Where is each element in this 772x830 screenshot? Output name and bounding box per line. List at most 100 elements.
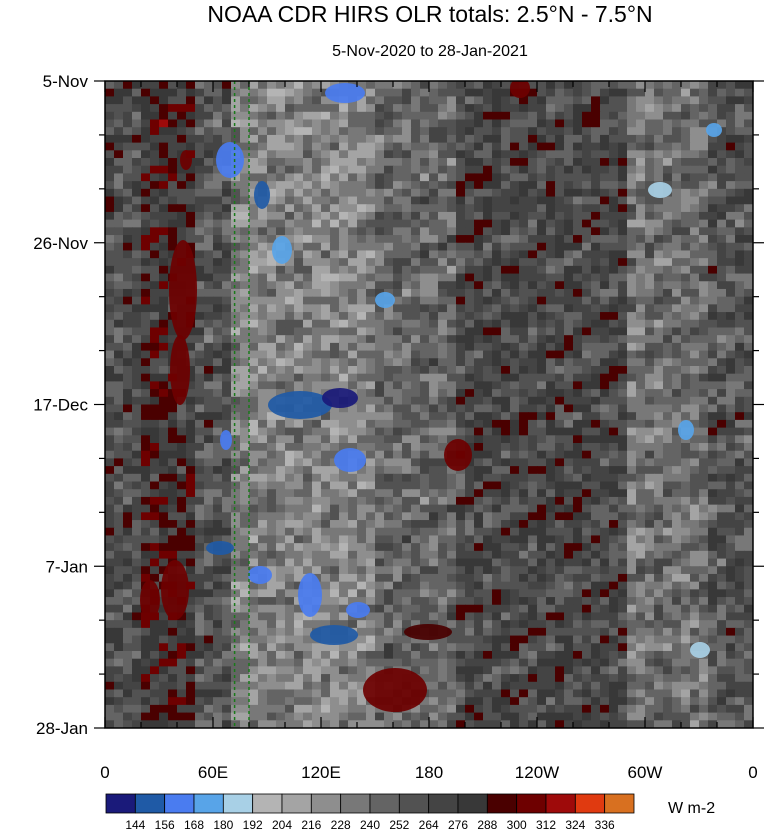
heat-cell (456, 543, 466, 552)
heat-cell (186, 550, 196, 560)
heat-cell (393, 173, 403, 182)
heat-cell (267, 312, 277, 321)
heat-cell (339, 181, 349, 190)
heat-cell (231, 481, 241, 490)
heat-cell (528, 150, 538, 159)
heat-cell (159, 458, 169, 467)
heat-cell (681, 489, 691, 498)
heat-cell (591, 173, 601, 182)
heat-cell (483, 604, 493, 614)
heat-cell (672, 573, 682, 583)
heat-cell (726, 589, 736, 598)
heat-cell (600, 427, 610, 436)
heat-cell (510, 481, 520, 490)
heat-cell (645, 327, 655, 336)
heat-cell (429, 427, 439, 436)
heat-cell (627, 550, 637, 560)
heat-cell (447, 96, 457, 105)
plot-area (105, 81, 753, 728)
heat-cell (600, 319, 610, 329)
heat-cell (546, 119, 556, 128)
heat-cell (609, 258, 619, 267)
heat-cell (564, 258, 574, 267)
heat-cell (150, 235, 160, 244)
heat-cell (222, 404, 232, 413)
heat-cell (636, 258, 646, 267)
heat-cell (366, 373, 376, 382)
heat-cell (528, 165, 538, 175)
heat-cell (276, 119, 286, 128)
heat-cell (519, 427, 529, 436)
heat-cell (285, 173, 295, 182)
heat-cell (420, 473, 430, 483)
heat-cell (231, 312, 241, 321)
heat-cell (132, 443, 142, 452)
heat-cell (483, 250, 493, 259)
heat-cell (636, 419, 646, 429)
heat-cell (438, 258, 448, 267)
heat-cell (213, 435, 223, 444)
heat-cell (528, 81, 538, 90)
heat-cell (528, 404, 538, 413)
heat-cell (294, 327, 304, 336)
heat-cell (699, 81, 709, 90)
heat-cell (429, 435, 439, 444)
heat-cell (429, 458, 439, 467)
heat-cell (501, 550, 511, 560)
heat-cell (267, 265, 277, 275)
heat-cell (384, 412, 394, 421)
heat-cell (609, 589, 619, 598)
heat-cell (339, 558, 349, 567)
heat-cell (159, 481, 169, 490)
heat-cell (384, 365, 394, 375)
heat-cell (510, 597, 520, 606)
heat-cell (240, 443, 250, 452)
heat-cell (267, 88, 277, 97)
heat-cell (114, 235, 124, 244)
heat-cell (321, 119, 331, 128)
heat-cell (402, 304, 412, 313)
heat-cell (150, 350, 160, 359)
heat-cell (618, 435, 628, 444)
heat-cell (528, 373, 538, 382)
heat-cell (258, 258, 268, 267)
heat-cell (168, 127, 178, 136)
heat-cell (123, 512, 133, 521)
heat-cell (321, 342, 331, 352)
heat-cell (690, 165, 700, 175)
heat-cell (546, 412, 556, 421)
heat-cell (132, 481, 142, 490)
heat-cell (465, 573, 475, 583)
heat-cell (249, 365, 259, 375)
heat-cell (546, 581, 556, 590)
heat-cell (402, 504, 412, 513)
heat-cell (519, 450, 529, 460)
heat-cell (465, 88, 475, 97)
heat-cell (375, 342, 385, 352)
heat-cell (582, 265, 592, 275)
heat-cell (456, 473, 466, 483)
heat-cell (393, 435, 403, 444)
heat-cell (438, 296, 448, 305)
heat-cell (735, 527, 745, 537)
heat-cell (735, 342, 745, 352)
heat-cell (213, 473, 223, 483)
heat-cell (339, 404, 349, 413)
heat-cell (258, 412, 268, 421)
heat-cell (600, 219, 610, 228)
heat-cell (402, 558, 412, 567)
heat-cell (555, 104, 565, 113)
heat-cell (321, 435, 331, 444)
heat-cell (690, 281, 700, 290)
heat-cell (690, 335, 700, 344)
heat-cell (564, 188, 574, 198)
heat-cell (483, 504, 493, 513)
heat-cell (663, 211, 673, 221)
heat-cell (294, 196, 304, 205)
heat-cell (609, 119, 619, 128)
heat-cell (483, 342, 493, 352)
heat-cell (564, 127, 574, 136)
heat-cell (654, 296, 664, 305)
heat-cell (339, 173, 349, 182)
heat-cell (726, 581, 736, 590)
